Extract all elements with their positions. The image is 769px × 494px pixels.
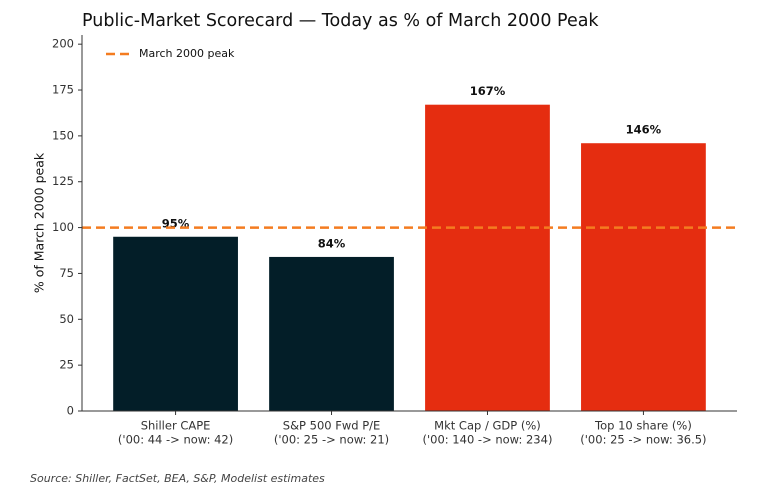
legend-label: March 2000 peak xyxy=(139,47,235,60)
x-tick-note: ('00: 25 -> now: 21) xyxy=(274,433,389,447)
value-label: 84% xyxy=(318,236,346,250)
bar xyxy=(581,143,706,411)
x-tick-label: Mkt Cap / GDP (%) xyxy=(434,419,541,433)
x-tick-note: ('00: 140 -> now: 234) xyxy=(423,433,553,447)
chart-title: Public-Market Scorecard — Today as % of … xyxy=(82,11,599,31)
x-tick-note: ('00: 44 -> now: 42) xyxy=(118,433,233,447)
y-tick-label: 0 xyxy=(67,404,74,418)
bar xyxy=(425,104,550,411)
y-tick-label: 150 xyxy=(52,128,74,142)
bar xyxy=(113,236,238,411)
y-axis-label: % of March 2000 peak xyxy=(32,152,47,293)
source-note: Source: Shiller, FactSet, BEA, S&P, Mode… xyxy=(30,472,325,485)
value-label: 167% xyxy=(470,84,506,98)
x-tick-label: S&P 500 Fwd P/E xyxy=(283,419,381,433)
x-tick-note: ('00: 25 -> now: 36.5) xyxy=(580,433,706,447)
y-tick-label: 25 xyxy=(59,358,74,372)
value-label: 146% xyxy=(626,123,662,137)
y-tick-label: 50 xyxy=(59,312,74,326)
y-tick-label: 75 xyxy=(59,266,74,280)
y-tick-label: 100 xyxy=(52,220,74,234)
bar xyxy=(269,256,394,411)
y-tick-label: 200 xyxy=(52,37,74,51)
x-tick-label: Top 10 share (%) xyxy=(594,419,692,433)
x-tick-label: Shiller CAPE xyxy=(141,419,211,433)
y-tick-label: 175 xyxy=(52,83,74,97)
y-tick-label: 125 xyxy=(52,174,74,188)
